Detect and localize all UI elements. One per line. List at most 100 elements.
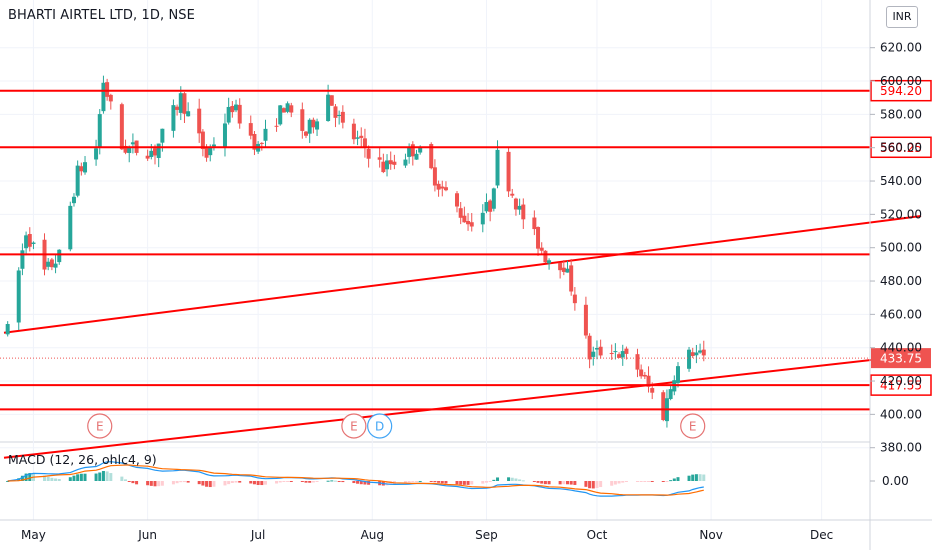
candle	[127, 145, 132, 163]
macd-histogram-bar	[639, 481, 643, 482]
candle	[351, 118, 356, 145]
candle	[620, 344, 625, 366]
candle	[94, 139, 99, 166]
horizontal-levels[interactable]: 594.20 560.25 417.55 433.75	[0, 79, 932, 411]
macd-histogram-bar	[300, 481, 304, 482]
macd-histogram-bar	[212, 481, 216, 487]
time-tick-label: May	[21, 528, 46, 542]
candle	[222, 113, 227, 157]
macd-histogram-bar	[249, 481, 253, 484]
time-tick-label: Jul	[250, 528, 265, 542]
candle	[532, 210, 537, 236]
earnings-marker: E	[680, 413, 706, 439]
candle	[46, 258, 51, 271]
macd-histogram-bar	[507, 477, 511, 481]
candle	[491, 187, 496, 212]
macd-histogram-bar	[672, 478, 676, 481]
price-tick-label: 560.00	[880, 141, 922, 155]
candle	[211, 137, 216, 151]
macd-histogram-bar	[83, 473, 87, 481]
macd-histogram-bar	[197, 481, 201, 485]
time-tick-label: Aug	[361, 528, 384, 542]
candle	[392, 154, 397, 170]
macd-histogram-bar	[691, 474, 695, 481]
macd-histogram-bar	[135, 481, 139, 485]
candle	[517, 198, 522, 215]
macd-histogram-bar	[20, 475, 24, 481]
time-tick-label: Sep	[475, 528, 498, 542]
candle	[178, 86, 183, 121]
macd-histogram-bar	[352, 481, 356, 484]
candle	[381, 153, 386, 174]
macd-histogram-bar	[304, 481, 308, 483]
macd-histogram-bar	[223, 481, 227, 486]
candle	[513, 197, 518, 216]
price-tick-label: 520.00	[880, 207, 922, 221]
candle	[624, 346, 629, 360]
level-price-label: 560.25	[870, 136, 932, 159]
macd-histogram-bar	[591, 481, 595, 489]
macd-histogram-bar	[573, 481, 577, 485]
candle	[83, 156, 88, 175]
macd-histogram-bar	[120, 476, 124, 481]
candle	[661, 390, 666, 422]
candle	[252, 131, 257, 156]
macd-histogram-bar	[227, 481, 231, 485]
candle	[510, 188, 515, 198]
macd-histogram-bar	[543, 481, 547, 485]
macd-histogram-bar	[205, 481, 209, 487]
macd-histogram-bar	[24, 473, 28, 481]
candles	[5, 75, 706, 428]
candle	[333, 104, 338, 128]
candle	[307, 118, 312, 143]
macd-histogram-bar	[510, 477, 514, 481]
price-tick-label: 440.00	[880, 341, 922, 355]
macd-pane	[6, 461, 706, 497]
macd-histogram-bar	[661, 481, 665, 482]
macd-histogram-bar	[669, 480, 673, 482]
macd-histogram-bar	[470, 481, 474, 485]
time-tick-label: Jun	[137, 528, 157, 542]
candle	[443, 181, 448, 192]
macd-histogram-bar	[330, 480, 334, 482]
macd-histogram-bar	[109, 473, 113, 481]
earnings-marker: E	[341, 413, 367, 439]
macd-histogram-bar	[186, 481, 190, 483]
candle	[71, 193, 76, 207]
macd-histogram-bar	[363, 481, 367, 485]
price-tick-label: 420.00	[880, 374, 922, 388]
symbol-title: BHARTI AIRTEL LTD, 1D, NSE	[8, 8, 195, 23]
macd-histogram-bar	[496, 477, 500, 481]
candle	[469, 213, 474, 232]
macd-histogram-bar	[289, 481, 293, 482]
candle	[436, 180, 441, 197]
macd-histogram-bar	[6, 481, 10, 482]
candle	[289, 102, 294, 118]
price-tick-label: 500.00	[880, 241, 922, 255]
svg-text:417.55: 417.55	[880, 379, 922, 393]
macd-histogram-bar	[282, 481, 286, 482]
candle	[466, 213, 471, 231]
macd-zero-label: 0.00	[882, 474, 909, 488]
macd-histogram-bar	[540, 481, 544, 484]
candle	[635, 348, 640, 378]
currency-button[interactable]: INR	[886, 6, 918, 28]
macd-histogram-bar	[518, 479, 522, 481]
macd-histogram-bar	[131, 481, 135, 484]
macd-histogram-bar	[76, 474, 80, 481]
candle	[171, 99, 176, 138]
macd-histogram-bar	[208, 481, 212, 488]
macd-histogram-bar	[484, 481, 488, 483]
candle	[377, 147, 382, 168]
candle	[234, 99, 239, 113]
candle	[687, 346, 692, 372]
candle	[27, 227, 32, 252]
candle	[455, 191, 460, 213]
macd-histogram-bar	[171, 481, 175, 485]
macd-histogram-bar	[333, 480, 337, 482]
trendlines[interactable]	[3, 215, 922, 459]
